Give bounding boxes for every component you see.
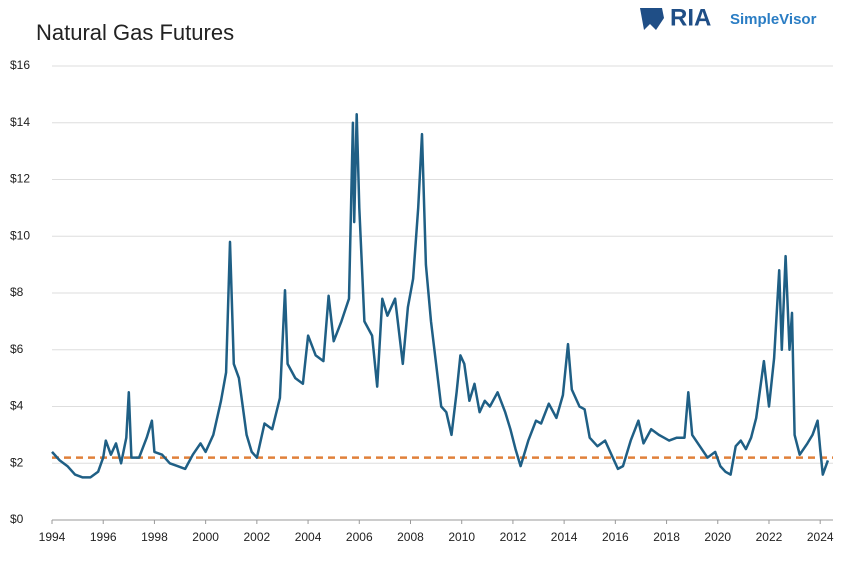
y-tick-label: $14 (10, 115, 30, 129)
y-tick-label: $10 (10, 228, 30, 242)
x-tick-label: 2014 (551, 530, 578, 544)
y-tick-label: $16 (10, 58, 30, 72)
brand-product: SimpleVisor (730, 11, 817, 28)
chart-title: Natural Gas Futures (36, 20, 234, 45)
y-tick-label: $6 (10, 342, 24, 356)
x-tick-label: 2006 (346, 530, 373, 544)
x-tick-label: 2024 (807, 530, 834, 544)
x-tick-label: 2002 (244, 530, 271, 544)
y-tick-label: $8 (10, 285, 24, 299)
x-tick-label: 2018 (653, 530, 680, 544)
x-tick-label: 2016 (602, 530, 629, 544)
x-tick-label: 2020 (704, 530, 731, 544)
x-tick-label: 2000 (192, 530, 219, 544)
y-tick-label: $12 (10, 172, 30, 186)
x-tick-label: 2022 (756, 530, 783, 544)
brand-name: RIA (670, 4, 711, 31)
series-line (51, 112, 830, 479)
brand-logo: RIA SimpleVisor (640, 4, 817, 31)
x-tick-label: 2004 (295, 530, 322, 544)
x-tick-label: 1998 (141, 530, 168, 544)
x-tick-label: 2012 (500, 530, 527, 544)
x-tick-label: 1996 (90, 530, 117, 544)
logo-icon (640, 8, 664, 30)
x-tick-label: 2008 (397, 530, 424, 544)
x-tick-label: 1994 (39, 530, 66, 544)
x-tick-label: 2010 (448, 530, 475, 544)
y-tick-label: $4 (10, 399, 24, 413)
plot-area: $0 $2 $4 $6 $8 $10 $12 $14 $16 1994 1996 1998 2000 20… (10, 58, 834, 544)
y-tick-label: $2 (10, 455, 24, 469)
y-tick-label: $0 (10, 512, 24, 526)
